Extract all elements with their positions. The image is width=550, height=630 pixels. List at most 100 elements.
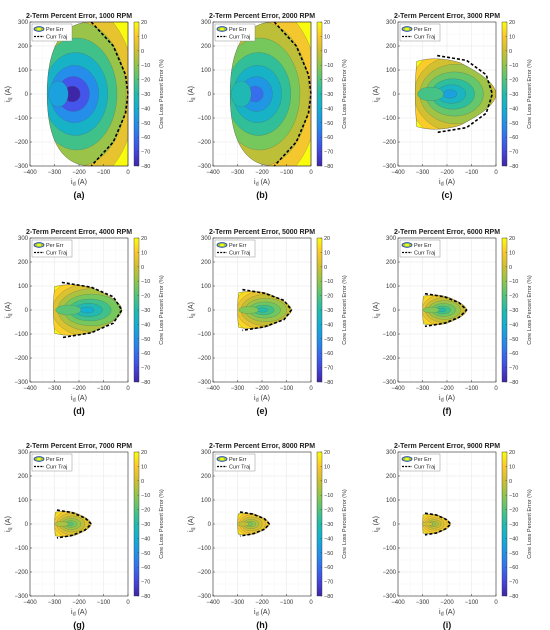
x-tick-label: −100 xyxy=(280,600,294,606)
x-axis-label: id (A) xyxy=(71,609,87,618)
colorbar-tick-label: −80 xyxy=(509,594,518,600)
colorbar-tick-label: −10 xyxy=(141,279,150,285)
legend-entry-label: Curr Traj xyxy=(414,35,435,41)
colorbar-tick-label: −20 xyxy=(509,78,518,84)
y-axis-label: iq (A) xyxy=(5,516,14,532)
x-tick-label: 0 xyxy=(494,386,498,392)
y-tick-label: 300 xyxy=(386,236,397,242)
colorbar-tick-label: −70 xyxy=(324,366,333,372)
colorbar-tick-label: −50 xyxy=(509,121,518,127)
legend: Per Err Curr Traj xyxy=(31,23,73,42)
x-tick-label: −400 xyxy=(206,170,220,176)
y-tick-label: −300 xyxy=(197,380,211,386)
y-tick-label: 100 xyxy=(201,498,212,504)
colorbar-tick-label: 10 xyxy=(141,250,147,256)
colorbar-tick-label: −10 xyxy=(324,493,333,499)
panel-label: (a) xyxy=(74,190,85,200)
y-tick-label: −200 xyxy=(382,570,396,576)
y-tick-label: −100 xyxy=(197,116,211,122)
legend: Per Err Curr Traj xyxy=(214,239,256,258)
colorbar-tick-label: −30 xyxy=(141,92,150,98)
colorbar-tick-label: −80 xyxy=(141,594,150,600)
y-tick-label: 100 xyxy=(18,498,29,504)
colorbar-tick-label: −40 xyxy=(324,322,333,328)
colorbar-tick-label: −80 xyxy=(141,164,150,170)
x-tick-label: −300 xyxy=(231,600,245,606)
x-tick-label: −100 xyxy=(465,600,479,606)
y-tick-label: 200 xyxy=(201,44,212,50)
y-tick-label: −100 xyxy=(14,332,28,338)
x-tick-label: −200 xyxy=(440,386,454,392)
colorbar-tick-label: −30 xyxy=(141,522,150,528)
legend: Per Err Curr Traj xyxy=(214,453,256,472)
y-axis-label: iq (A) xyxy=(373,516,382,532)
colorbar-tick-label: −10 xyxy=(324,279,333,285)
chart-title: 2-Term Percent Error, 6000 RPM xyxy=(394,229,500,236)
x-tick-label: −400 xyxy=(23,170,37,176)
x-tick-label: −300 xyxy=(231,386,245,392)
y-axis-label: iq (A) xyxy=(188,302,197,318)
y-tick-label: −200 xyxy=(14,140,28,146)
colorbar-tick-label: −20 xyxy=(324,78,333,84)
colorbar-tick-label: 20 xyxy=(324,236,330,242)
y-tick-label: −200 xyxy=(197,140,211,146)
x-axis-label: id (A) xyxy=(439,609,455,618)
y-tick-label: 0 xyxy=(393,92,397,98)
colorbar-tick-label: −40 xyxy=(141,322,150,328)
y-tick-label: 100 xyxy=(201,68,212,74)
y-tick-label: 300 xyxy=(386,20,397,26)
y-tick-label: 100 xyxy=(386,68,397,74)
colorbar-tick-label: −30 xyxy=(509,92,518,98)
x-tick-label: −200 xyxy=(440,600,454,606)
x-tick-label: −200 xyxy=(255,170,269,176)
legend-entry-label: Curr Traj xyxy=(229,465,250,471)
colorbar-tick-label: −50 xyxy=(509,337,518,343)
x-tick-label: 0 xyxy=(309,170,313,176)
x-tick-label: −400 xyxy=(23,600,37,606)
y-tick-label: −200 xyxy=(197,570,211,576)
colorbar-tick-label: 10 xyxy=(324,250,330,256)
y-tick-label: −200 xyxy=(197,356,211,362)
chart-title: 2-Term Percent Error, 7000 RPM xyxy=(26,443,132,450)
legend-entry-label: Curr Traj xyxy=(414,465,435,471)
colorbar-label: Core Loss Percent Error (%) xyxy=(527,275,533,345)
y-tick-label: 300 xyxy=(201,20,212,26)
colorbar-tick-label: 10 xyxy=(324,464,330,470)
x-axis-label: id (A) xyxy=(71,179,87,188)
colorbar-tick-label: −20 xyxy=(141,508,150,514)
colorbar-tick-label: 10 xyxy=(141,464,147,470)
colorbar-label: Core Loss Percent Error (%) xyxy=(342,489,348,559)
region-boundary xyxy=(422,294,467,326)
colorbar-tick-label: 10 xyxy=(509,250,515,256)
y-axis-label: iq (A) xyxy=(188,86,197,102)
chart-panel: 2-Term Percent Error, 7000 RPM −400 −30 0 −2… xyxy=(5,443,165,630)
y-tick-label: −100 xyxy=(382,332,396,338)
y-tick-label: 100 xyxy=(386,498,397,504)
current-trajectory xyxy=(273,21,312,167)
colorbar-label: Core Loss Percent Error (%) xyxy=(159,275,165,345)
colorbar-tick-label: 0 xyxy=(141,479,144,485)
y-tick-label: 300 xyxy=(201,236,212,242)
colorbar-tick-label: 0 xyxy=(509,49,512,55)
region-boundary xyxy=(414,58,497,130)
colorbar-tick-label: −20 xyxy=(509,508,518,514)
colorbar-tick-label: −70 xyxy=(141,366,150,372)
current-trajectory xyxy=(239,511,271,537)
y-tick-label: −300 xyxy=(14,164,28,170)
x-tick-label: 0 xyxy=(126,386,130,392)
legend-entry-label: Per Err xyxy=(414,457,432,463)
colorbar-tick-label: 10 xyxy=(509,464,515,470)
colorbar-tick-label: 0 xyxy=(141,265,144,271)
y-tick-label: 0 xyxy=(393,308,397,314)
colorbar-tick-label: 20 xyxy=(509,236,515,242)
y-tick-label: 100 xyxy=(386,284,397,290)
colorbar-tick-label: −40 xyxy=(324,536,333,542)
legend: Per Err Curr Traj xyxy=(399,23,441,42)
chart-title: 2-Term Percent Error, 3000 RPM xyxy=(394,13,500,20)
legend: Per Err Curr Traj xyxy=(399,453,441,472)
x-tick-label: 0 xyxy=(126,170,130,176)
colorbar-tick-label: 0 xyxy=(324,49,327,55)
colorbar-tick-label: 20 xyxy=(509,20,515,26)
x-tick-label: −100 xyxy=(97,386,111,392)
colorbar-tick-label: −40 xyxy=(141,106,150,112)
